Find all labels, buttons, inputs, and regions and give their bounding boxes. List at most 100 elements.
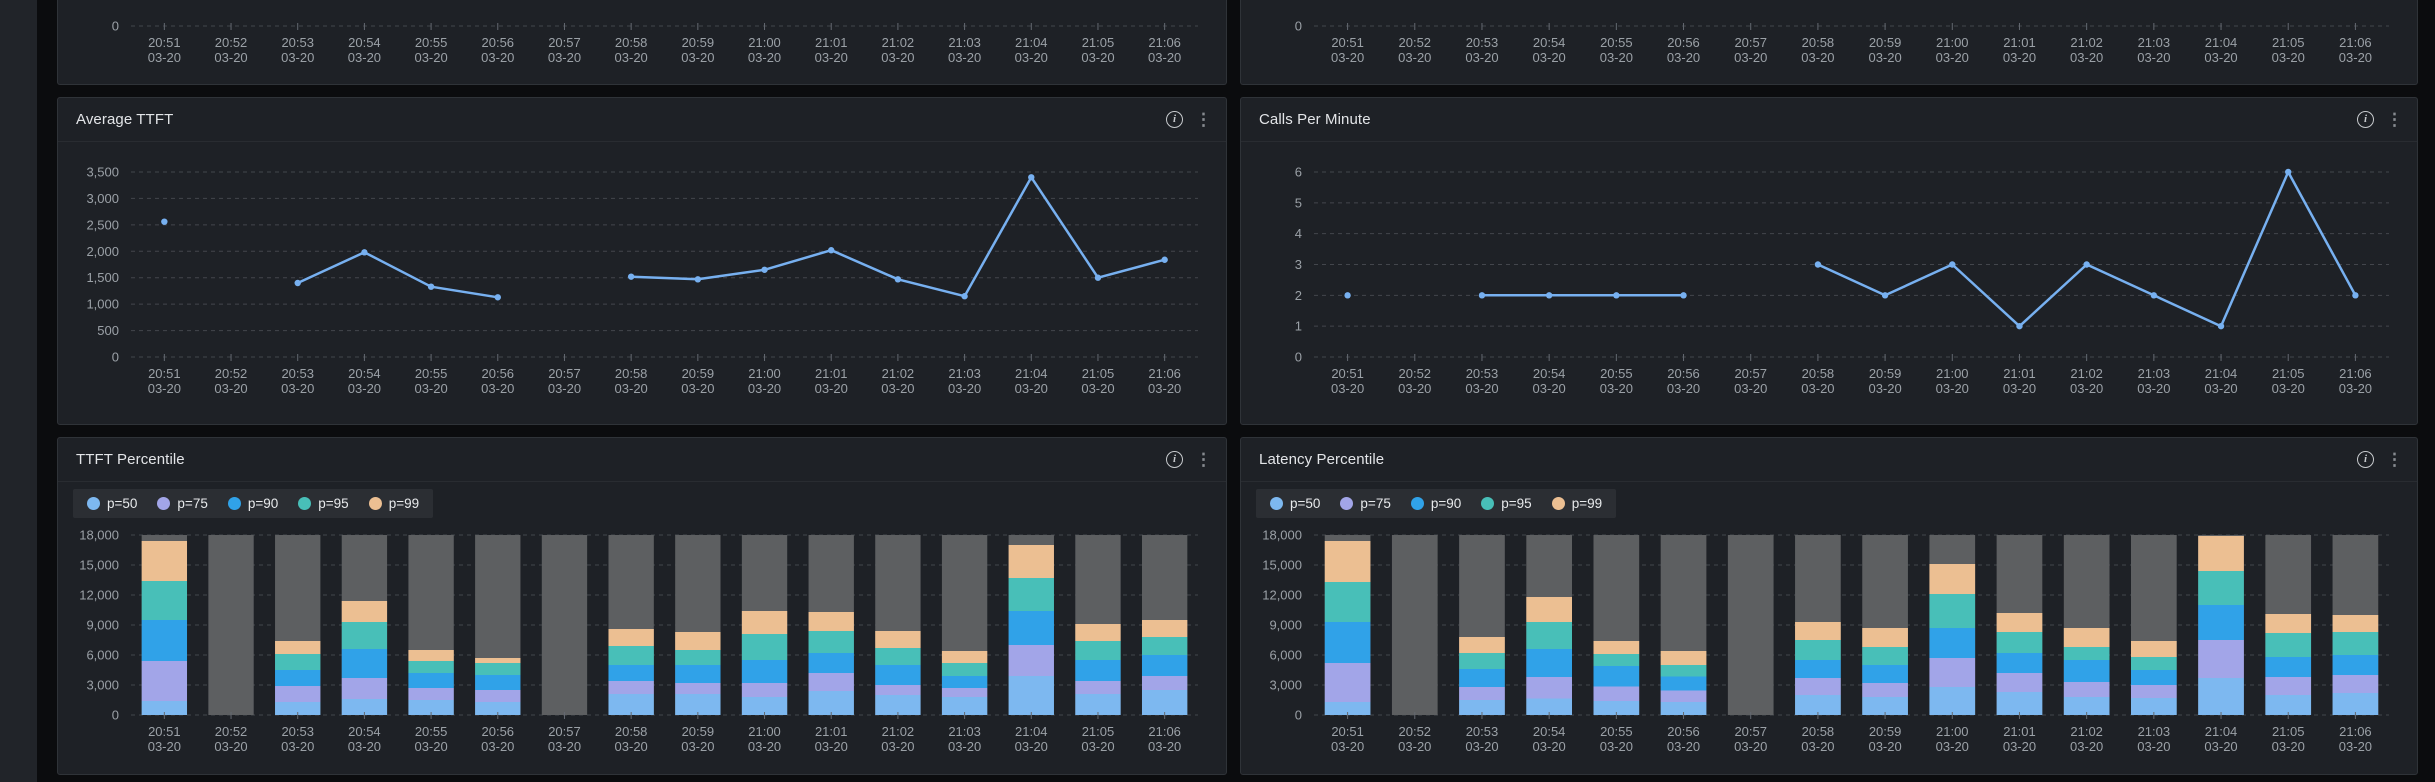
menu-icon[interactable]: ⋮ xyxy=(1195,450,1212,469)
bar-segment-p99 xyxy=(408,650,454,661)
data-point xyxy=(1949,261,1956,268)
chart-svg: 012345620:5103-2020:5203-2020:5303-2020:… xyxy=(1295,165,2389,396)
legend-item-p99[interactable]: p=99 xyxy=(368,496,419,511)
legend-item-p75[interactable]: p=75 xyxy=(157,496,208,511)
data-point xyxy=(361,249,368,256)
bar-segment-p99 xyxy=(1593,641,1640,654)
bar-segment-p95 xyxy=(1795,640,1841,660)
svg-text:03-20: 03-20 xyxy=(681,381,714,396)
menu-icon[interactable]: ⋮ xyxy=(1195,110,1212,129)
svg-text:21:00: 21:00 xyxy=(1936,366,1969,381)
bar-segment-p50 xyxy=(1996,692,2043,715)
svg-text:0: 0 xyxy=(112,19,119,34)
legend-item-p90[interactable]: p=90 xyxy=(227,496,279,511)
panel-latency-percentile: Latency Percentile i ⋮ p=50 p=75 p=90 p=95 p… xyxy=(1240,437,2418,775)
legend-chip xyxy=(157,497,171,510)
legend-label: p=90 xyxy=(247,496,279,511)
legend-item-p95[interactable]: p=95 xyxy=(1481,496,1532,511)
svg-text:20:57: 20:57 xyxy=(548,724,581,739)
svg-text:3: 3 xyxy=(1295,257,1302,272)
svg-text:03-20: 03-20 xyxy=(948,50,981,65)
legend-item-p50[interactable]: p=50 xyxy=(87,496,137,511)
bar-segment-p95 xyxy=(275,654,321,670)
bar-segment-p90 xyxy=(2198,605,2244,640)
svg-text:21:05: 21:05 xyxy=(2272,35,2305,50)
svg-text:15,000: 15,000 xyxy=(1262,558,1302,573)
menu-icon[interactable]: ⋮ xyxy=(2386,450,2403,469)
svg-text:20:52: 20:52 xyxy=(215,35,248,50)
legend-item-p90[interactable]: p=90 xyxy=(1410,496,1462,511)
svg-text:20:58: 20:58 xyxy=(615,366,648,381)
latency-percentile-chart: 0 3,000 6,000 9,000 12,000 15,000 18,000 20:51 0… xyxy=(1241,525,2417,774)
menu-icon[interactable]: ⋮ xyxy=(2386,110,2403,129)
svg-text:03-20: 03-20 xyxy=(615,739,648,754)
legend-item-p75[interactable]: p=75 xyxy=(1340,496,1391,511)
info-icon[interactable]: i xyxy=(1166,111,1183,128)
svg-text:21:01: 21:01 xyxy=(2003,35,2036,50)
svg-text:03-20: 03-20 xyxy=(2204,381,2237,396)
info-icon[interactable]: i xyxy=(2357,111,2374,128)
data-point xyxy=(161,218,168,225)
x-axis-labels: 20:5103-2020:5203-2020:5303-2020:5403-20… xyxy=(1331,712,2372,754)
svg-text:03-20: 03-20 xyxy=(1081,381,1114,396)
bar-segment-p99 xyxy=(1862,628,1908,647)
bar-segment-p90 xyxy=(2332,655,2379,675)
svg-text:03-20: 03-20 xyxy=(881,50,914,65)
y-axis-labels: 0 xyxy=(1295,19,1302,34)
bar-segment-p95 xyxy=(1526,622,1572,649)
svg-text:03-20: 03-20 xyxy=(348,50,381,65)
svg-text:21:02: 21:02 xyxy=(2070,35,2103,50)
svg-text:21:06: 21:06 xyxy=(1148,724,1181,739)
svg-text:03-20: 03-20 xyxy=(148,50,181,65)
svg-text:20:56: 20:56 xyxy=(1667,35,1700,50)
bar-segment-p95 xyxy=(741,634,788,660)
data-point xyxy=(2083,261,2090,268)
bar-segment-p95 xyxy=(675,650,721,665)
bar-segment-p90 xyxy=(275,670,321,686)
svg-text:21:04: 21:04 xyxy=(2205,724,2238,739)
gridlines xyxy=(131,171,1198,358)
bar-segment-p75 xyxy=(741,683,788,697)
bar-segment-p99 xyxy=(475,658,521,663)
bar-segment-p50 xyxy=(475,702,521,715)
svg-text:21:00: 21:00 xyxy=(748,35,781,50)
svg-text:03-20: 03-20 xyxy=(1465,381,1498,396)
svg-text:21:01: 21:01 xyxy=(815,724,848,739)
svg-text:20:54: 20:54 xyxy=(348,724,381,739)
bar-segment-p50 xyxy=(2131,698,2177,715)
panel-actions: i ⋮ xyxy=(1166,451,1212,468)
bar-segment-p95 xyxy=(341,622,388,649)
bar-segment-p99 xyxy=(608,629,654,646)
legend-item-p99[interactable]: p=99 xyxy=(1551,496,1602,511)
svg-text:20:59: 20:59 xyxy=(682,35,715,50)
legend-item-p50[interactable]: p=50 xyxy=(1270,496,1320,511)
info-icon[interactable]: i xyxy=(2357,451,2374,468)
svg-text:21:05: 21:05 xyxy=(1082,724,1115,739)
data-point xyxy=(1028,174,1035,181)
bar-segment-p50 xyxy=(1075,694,1121,715)
series xyxy=(161,174,1168,301)
panel-header: Calls Per Minute i ⋮ xyxy=(1241,98,2417,142)
bar-segment-p75 xyxy=(475,690,521,702)
bar-segment-p75 xyxy=(2332,675,2379,693)
legend-item-p95[interactable]: p=95 xyxy=(298,496,349,511)
bar-segment-p90 xyxy=(941,676,988,688)
bar-segment-p50 xyxy=(1324,702,1371,715)
svg-text:1,500: 1,500 xyxy=(86,270,119,285)
legend-label: p=90 xyxy=(1430,496,1462,511)
svg-text:2,500: 2,500 xyxy=(86,217,119,232)
bar-segment-p75 xyxy=(1141,676,1188,690)
svg-text:20:57: 20:57 xyxy=(1734,724,1767,739)
line-series xyxy=(1480,170,2357,328)
x-axis-labels: 20:5103-2020:5203-2020:5303-2020:5403-20… xyxy=(148,23,1181,65)
svg-text:03-20: 03-20 xyxy=(2070,50,2103,65)
svg-text:03-20: 03-20 xyxy=(1600,381,1633,396)
svg-text:03-20: 03-20 xyxy=(414,381,447,396)
bar-segment-p99 xyxy=(141,541,188,581)
bar-segment-p95 xyxy=(141,581,188,620)
svg-text:20:55: 20:55 xyxy=(415,366,448,381)
info-icon[interactable]: i xyxy=(1166,451,1183,468)
svg-text:03-20: 03-20 xyxy=(1015,50,1048,65)
bar-segment-p95 xyxy=(408,661,454,673)
svg-text:03-20: 03-20 xyxy=(1533,381,1566,396)
